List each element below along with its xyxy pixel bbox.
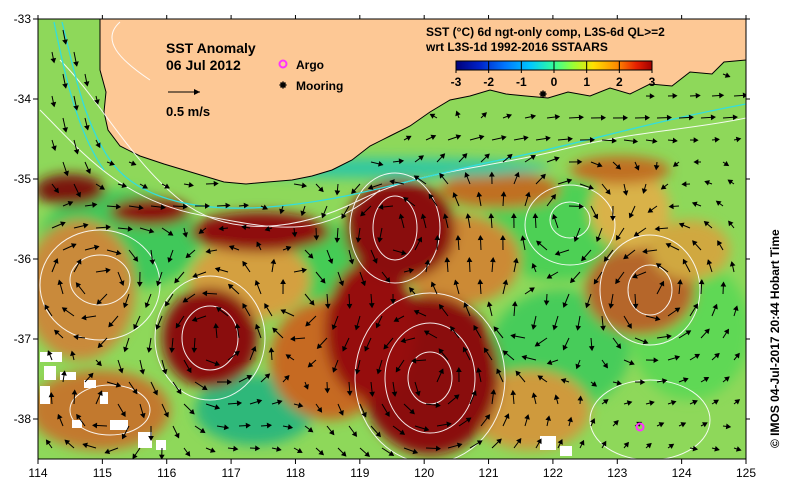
leeuwin-current [53,21,746,209]
sst-field [38,19,746,459]
x-tick-label: 114 [28,466,47,480]
colorbar-tick-label: -2 [483,75,494,89]
y-tick-label: -34 [14,92,32,106]
colorbar-tick-label: 1 [583,75,590,89]
x-tick-label: 121 [479,466,499,480]
land-mass [99,19,746,185]
colorbar: SST (°C) 6d ngt-only comp, L3S-6d QL>=2 … [425,25,665,89]
map-title: SST Anomaly [166,40,256,56]
mooring-marker [539,90,547,98]
y-tick-label: -33 [14,12,32,26]
colorbar-tick-label: 3 [649,75,656,89]
argo-legend-label: Argo [296,58,324,72]
x-tick-label: 118 [286,466,305,480]
y-tick-label: -36 [14,252,32,266]
x-tick-label: 124 [672,466,692,480]
scale-label: 0.5 m/s [166,104,210,119]
x-tick-label: 116 [157,466,176,480]
argo-marker [635,422,645,432]
x-tick-label: 117 [222,466,241,480]
legend: Argo Mooring [278,58,343,93]
argo-legend-icon [278,59,288,69]
x-tick-label: 125 [736,466,756,480]
y-tick-label: -37 [14,332,32,346]
y-tick-label: -38 [14,412,32,426]
colorbar-ticks: -3 -2 -1 0 1 2 3 [451,61,656,89]
map-date: 06 Jul 2012 [166,57,241,73]
colorbar-title-1: SST (°C) 6d ngt-only comp, L3S-6d QL>=2 [426,25,665,39]
credit-label: © IMOS 04-Jul-2017 20:44 Hobart Time [768,229,782,448]
colorbar-title-2: wrt L3S-1d 1992-2016 SSTAARS [425,40,608,54]
mooring-legend-label: Mooring [296,79,343,93]
plot-frame [37,18,747,460]
x-tick-label: 120 [414,466,434,480]
colorbar-tick-label: -1 [516,75,527,89]
mooring-legend-icon [279,81,287,89]
x-tick-label: 115 [93,466,112,480]
y-tick-label: -35 [14,172,32,186]
scale-arrow [168,89,200,95]
colorbar-tick-label: -3 [451,75,462,89]
x-tick-label: 123 [607,466,627,480]
colorbar-tick-label: 0 [551,75,558,89]
velocity-vectors [44,29,746,459]
colorbar-tick-label: 2 [616,75,623,89]
axes: 114 115 116 117 118 119 120 121 122 123 124 125-33-… [14,12,757,480]
x-tick-label: 122 [543,466,563,480]
x-tick-label: 119 [350,466,369,480]
